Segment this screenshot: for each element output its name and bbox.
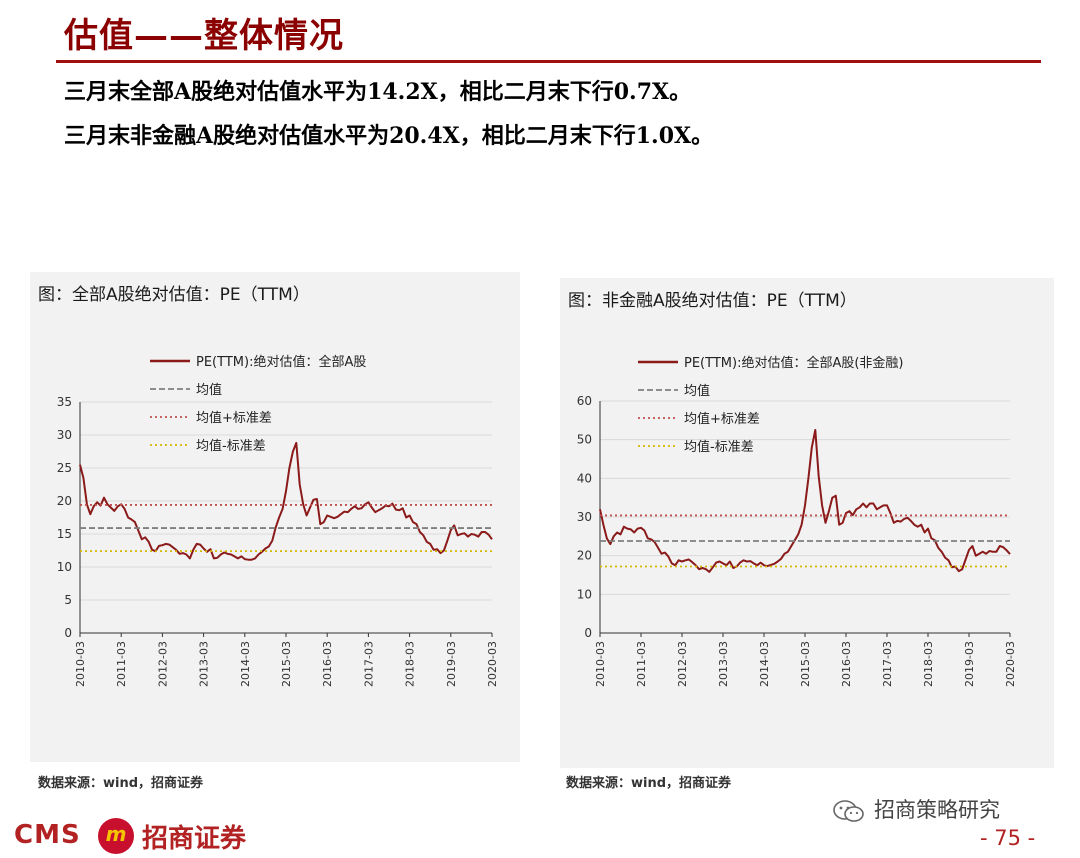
wechat-icon bbox=[833, 800, 864, 822]
wechat-watermark: 招商策略研究 bbox=[832, 794, 1000, 824]
y-tick-label: 40 bbox=[577, 471, 592, 485]
x-tick-label: 2019-03 bbox=[445, 641, 458, 687]
x-tick-label: 2015-03 bbox=[280, 641, 293, 687]
series-line-pe bbox=[599, 429, 1011, 573]
chart-source: 数据来源：wind，招商证券 bbox=[566, 776, 732, 791]
x-tick-label: 2010-03 bbox=[594, 641, 607, 687]
y-tick-label: 5 bbox=[64, 593, 72, 607]
x-tick-label: 2014-03 bbox=[239, 641, 252, 687]
legend-label: 均值 bbox=[196, 382, 222, 398]
logo-en: CMS bbox=[14, 820, 81, 850]
y-tick-label: 0 bbox=[64, 626, 72, 640]
y-tick-label: 0 bbox=[584, 626, 592, 640]
y-tick-label: 10 bbox=[57, 560, 72, 574]
x-tick-label: 2013-03 bbox=[198, 641, 211, 687]
y-tick-label: 20 bbox=[57, 494, 72, 508]
legend-label: PE(TTM):绝对估值：全部A股 bbox=[196, 354, 366, 370]
x-tick-label: 2012-03 bbox=[676, 641, 689, 687]
chart-panel-all-a: 图：全部A股绝对估值：PE（TTM） 0 5 10 15 20 25 30 35 2010-03… bbox=[30, 272, 520, 762]
x-tick-label: 2020-03 bbox=[1004, 641, 1017, 687]
x-tick-label: 2013-03 bbox=[717, 641, 730, 687]
chart-all-a-pe: 0 5 10 15 20 25 30 35 2010-03 2011-03 2012-03 2013-… bbox=[57, 354, 499, 687]
y-tick-label: 50 bbox=[577, 433, 592, 447]
y-tick-label: 25 bbox=[57, 461, 72, 475]
x-tick-label: 2016-03 bbox=[840, 641, 853, 687]
legend-label: PE(TTM):绝对估值：全部A股(非金融) bbox=[684, 355, 903, 371]
y-tick-label: 20 bbox=[577, 549, 592, 563]
chart-panel-non-financial: 图：非金融A股绝对估值：PE（TTM） 0 10 20 30 40 50 60 2010-03… bbox=[560, 278, 1054, 768]
x-tick-label: 2019-03 bbox=[963, 641, 976, 687]
y-tick-label: 30 bbox=[57, 428, 72, 442]
chart-title: 图：非金融A股绝对估值：PE（TTM） bbox=[568, 291, 857, 311]
series-line-pe bbox=[79, 441, 493, 561]
summary-line-non-financial: 三月末非金融A股绝对估值水平为20.4X，相比二月末下行1.0X。 bbox=[64, 123, 714, 149]
x-tick-label: 2020-03 bbox=[486, 641, 499, 687]
x-tick-label: 2012-03 bbox=[156, 641, 169, 687]
chart-non-financial-pe: 0 10 20 30 40 50 60 2010-03 2011-03 2012-03 2013-0… bbox=[577, 355, 1017, 687]
chart-source: 数据来源：wind，招商证券 bbox=[38, 776, 204, 791]
x-tick-label: 2011-03 bbox=[635, 641, 648, 687]
page-number: - 75 - bbox=[980, 826, 1036, 850]
x-tick-label: 2017-03 bbox=[881, 641, 894, 687]
logo-mark: m bbox=[105, 822, 127, 846]
x-tick-label: 2017-03 bbox=[362, 641, 375, 687]
x-tick-label: 2015-03 bbox=[799, 641, 812, 687]
wechat-label: 招商策略研究 bbox=[874, 798, 1000, 822]
legend-label: 均值 bbox=[684, 383, 710, 399]
x-tick-label: 2016-03 bbox=[321, 641, 334, 687]
y-tick-label: 15 bbox=[57, 527, 72, 541]
legend-label: 均值-标准差 bbox=[684, 439, 754, 455]
legend-label: 均值+标准差 bbox=[684, 411, 760, 427]
page-title: 估值——整体情况 bbox=[64, 16, 344, 56]
y-tick-label: 35 bbox=[57, 395, 72, 409]
y-tick-label: 30 bbox=[577, 510, 592, 524]
title-divider bbox=[56, 60, 1041, 63]
chart-title: 图：全部A股绝对估值：PE（TTM） bbox=[38, 285, 310, 305]
logo-cn: 招商证券 bbox=[142, 824, 247, 854]
x-tick-label: 2010-03 bbox=[74, 641, 87, 687]
x-tick-label: 2018-03 bbox=[404, 641, 417, 687]
x-tick-label: 2014-03 bbox=[758, 641, 771, 687]
logo-mark-icon: m bbox=[98, 818, 134, 854]
x-tick-label: 2011-03 bbox=[115, 641, 128, 687]
x-tick-label: 2018-03 bbox=[922, 641, 935, 687]
summary-line-all-a: 三月末全部A股绝对估值水平为14.2X，相比二月末下行0.7X。 bbox=[64, 79, 692, 105]
legend-label: 均值+标准差 bbox=[196, 410, 272, 426]
legend-label: 均值-标准差 bbox=[196, 438, 266, 454]
y-tick-label: 10 bbox=[577, 587, 592, 601]
y-tick-label: 60 bbox=[577, 394, 592, 408]
